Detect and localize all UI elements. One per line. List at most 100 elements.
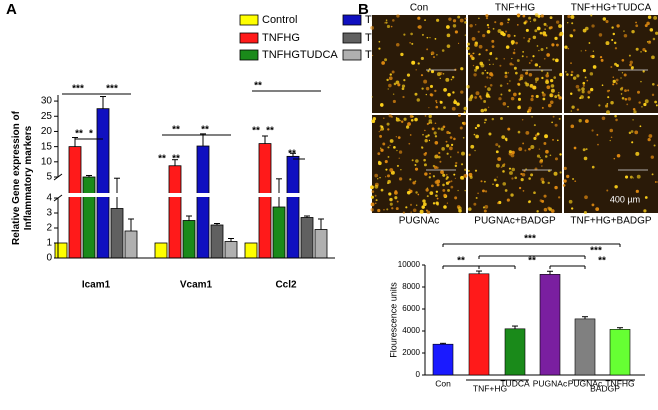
cell [425,93,427,96]
cell [517,97,522,101]
cell [546,72,549,75]
cell [485,14,489,18]
cell [389,197,393,202]
cell [511,43,514,46]
cell [436,72,441,77]
cell [572,177,575,181]
cell [567,47,570,50]
cell [426,122,429,126]
cell [558,92,560,94]
cell [498,97,502,101]
cell [591,129,594,132]
bar [609,329,631,376]
cell [646,21,650,26]
cell [599,55,603,59]
cell [395,136,397,138]
group-label: BADGP [590,383,620,393]
cell [500,93,503,96]
cell [485,17,489,20]
cell [610,136,613,139]
cell [431,127,435,131]
cell [513,49,516,51]
y-tick-label: 20 [41,126,53,137]
cell [448,17,452,21]
bar [68,146,82,259]
cell [515,71,518,75]
cell [592,65,597,69]
cell [528,72,533,77]
significance-label: ** [172,125,180,136]
cell [464,21,467,24]
significance-label: ** [288,149,296,160]
cell [534,134,538,137]
micrograph [370,14,468,114]
error-bar [440,342,446,345]
cell [400,120,404,123]
cell [559,31,564,36]
cell [408,142,411,145]
cell [414,117,418,122]
bar [244,242,258,259]
cell [499,64,502,67]
cell [558,96,562,100]
cell [654,181,657,183]
cell [489,63,491,66]
cell [635,151,640,156]
significance-label: ** [598,256,606,267]
cell [378,130,380,133]
cell [411,42,414,45]
group-label: TNF+HG [473,383,507,393]
cell [582,28,587,33]
significance-label: ** [266,126,274,137]
cell [398,157,400,159]
cell [468,97,473,102]
bar [272,206,286,259]
bar [54,242,68,259]
cell [635,21,637,24]
cell [443,106,446,110]
cell [539,159,543,164]
cell [507,72,510,74]
cell [467,169,470,172]
cell [525,82,530,87]
cell [442,73,445,75]
cell [414,167,419,171]
cell [464,168,467,171]
cell [535,81,537,83]
cell [636,174,641,179]
cell [434,37,437,40]
cell [459,126,463,130]
micrograph-label: Con [410,3,428,14]
cell [435,101,438,104]
cell [539,31,543,35]
y-tick-label: 6000 [402,304,420,313]
cell [546,85,551,90]
cell [483,180,486,183]
bar [196,145,210,259]
cell [481,71,485,75]
cell [394,196,398,200]
cell [396,14,400,18]
cell [474,126,478,130]
cell [648,134,653,138]
cell [461,151,465,156]
cell [458,209,462,213]
cell [643,102,647,107]
cell [527,200,531,204]
cell [616,24,620,28]
cell [543,142,547,145]
cell [483,209,487,213]
cell [479,95,482,98]
cell [483,121,486,124]
micrograph-bg [468,115,562,213]
micrograph [467,115,562,213]
cell [474,149,476,152]
cell [467,42,471,46]
cell [554,95,558,99]
cell [433,56,435,58]
cell [550,88,555,93]
cell [475,24,477,26]
x-tick-label: Ccl2 [275,280,297,291]
cell [383,209,385,211]
cell [589,72,594,76]
